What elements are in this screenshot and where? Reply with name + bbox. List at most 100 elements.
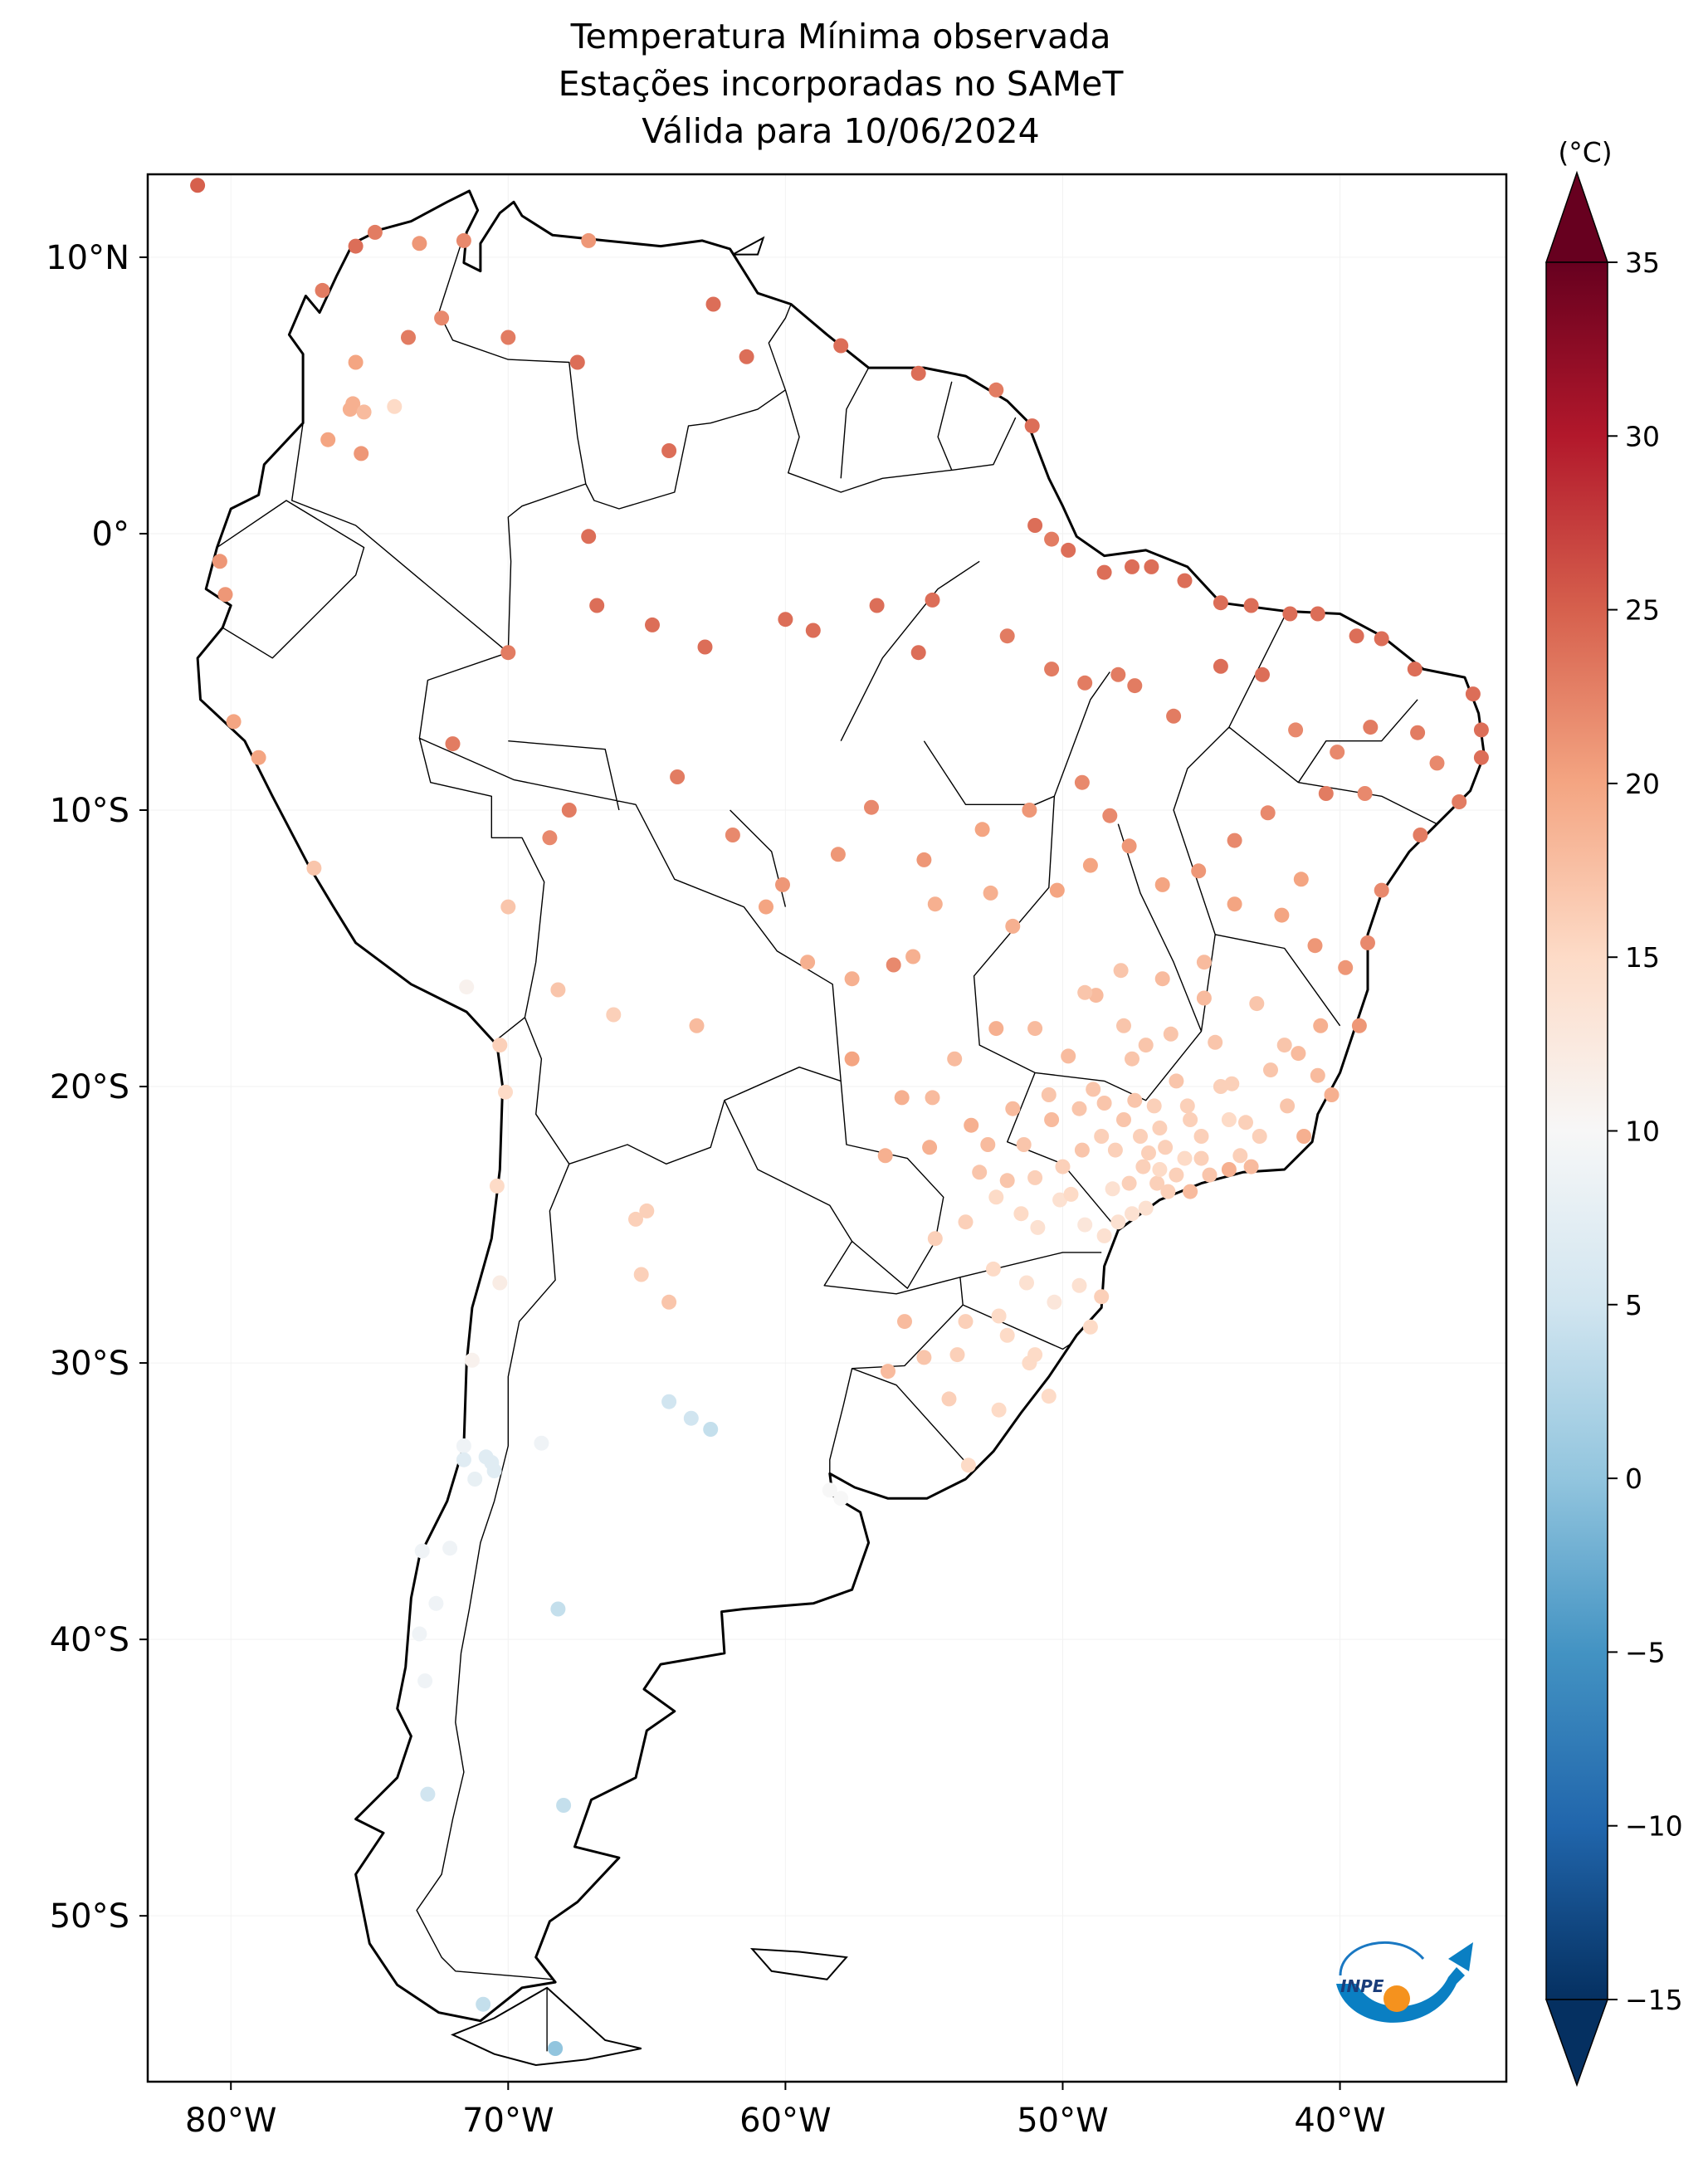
station-point [703, 1422, 719, 1437]
station-point [542, 830, 558, 846]
station-point [500, 899, 516, 915]
station-point [1177, 1150, 1193, 1166]
colorbar-tick-label: −15 [1625, 1984, 1683, 2016]
station-point [916, 1350, 932, 1365]
station-point [606, 1007, 622, 1023]
station-point [1063, 1186, 1079, 1202]
station-point [1160, 1184, 1176, 1199]
station-point [1024, 418, 1040, 434]
station-point [881, 1364, 895, 1379]
colorbar-unit: (°C) [1558, 136, 1612, 168]
station-point [367, 224, 383, 240]
station-point [190, 178, 206, 193]
station-point [964, 1117, 979, 1133]
station-point [991, 1402, 1007, 1418]
colorbar-tick-label: 35 [1625, 247, 1660, 279]
longitude-tick-labels: 80°W 70°W 60°W 50°W 40°W [185, 2082, 1386, 2140]
station-point [833, 1491, 849, 1506]
lon-tick-label: 40°W [1294, 2102, 1385, 2140]
station-point [1044, 531, 1060, 547]
station-point [500, 330, 516, 345]
station-point [1061, 1048, 1076, 1064]
station-point [356, 404, 372, 420]
station-point [739, 349, 754, 364]
station-point [1013, 1206, 1029, 1222]
station-point [947, 1051, 963, 1067]
station-point [869, 598, 885, 613]
station-point [1224, 1076, 1240, 1091]
station-point [492, 1275, 508, 1291]
station-point [1027, 518, 1043, 533]
station-point [1041, 1389, 1057, 1404]
station-point [550, 982, 566, 998]
station-point [1152, 1121, 1168, 1135]
station-point [456, 232, 471, 248]
station-point [1146, 1098, 1162, 1114]
station-point [1133, 1129, 1148, 1144]
station-point [689, 1018, 705, 1033]
colorbar: 35 30 25 20 15 10 5 0 −5 −10 −15 (°C) [1545, 136, 1683, 2088]
lon-tick-label: 70°W [462, 2102, 554, 2140]
station-point [1310, 1067, 1325, 1083]
lat-tick-label: 0° [92, 515, 129, 554]
station-point [1149, 1175, 1165, 1191]
station-point [1213, 658, 1228, 674]
station-point [1318, 786, 1334, 801]
station-point [1310, 606, 1325, 622]
station-point [1374, 882, 1389, 898]
station-point [1116, 1112, 1131, 1127]
station-point [1307, 938, 1323, 954]
station-point [864, 799, 879, 815]
station-point [639, 1203, 655, 1218]
station-point [1177, 573, 1193, 588]
station-point [980, 1137, 996, 1152]
station-point [401, 330, 416, 345]
station-point [999, 1173, 1015, 1189]
station-point [1125, 1051, 1139, 1067]
station-point [251, 750, 266, 765]
station-point [991, 1308, 1007, 1324]
station-point [833, 338, 849, 354]
station-point [910, 365, 926, 381]
station-point [1260, 805, 1276, 821]
station-point [999, 628, 1015, 644]
station-point [1138, 1038, 1154, 1053]
station-point [1202, 1167, 1218, 1183]
station-point [1022, 803, 1037, 818]
station-point [1105, 1181, 1120, 1197]
station-point [348, 238, 364, 254]
station-point [1351, 1018, 1367, 1033]
station-point [556, 1798, 572, 1813]
station-point [985, 1261, 1001, 1277]
station-point [500, 645, 516, 661]
station-point [417, 1673, 433, 1689]
station-point [877, 1148, 893, 1164]
station-point [1429, 755, 1445, 771]
station-point [476, 1996, 491, 2012]
station-point [1041, 1087, 1057, 1102]
station-point [1243, 1159, 1259, 1174]
station-point [697, 639, 713, 655]
station-point [988, 1021, 1004, 1037]
station-point [1349, 628, 1364, 644]
station-point [1183, 1112, 1198, 1127]
station-point [1055, 1159, 1071, 1174]
station-point [633, 1267, 649, 1282]
station-point [949, 1347, 965, 1363]
colorbar-tick-label: 0 [1625, 1463, 1642, 1495]
station-point [315, 282, 330, 298]
station-point [581, 529, 597, 544]
station-point [459, 979, 475, 995]
logo-sun-icon [1383, 1985, 1410, 2012]
station-point [1121, 838, 1137, 854]
station-point [498, 1084, 513, 1100]
station-points [190, 178, 1489, 2056]
station-point [974, 822, 990, 837]
lon-tick-label: 60°W [739, 2102, 831, 2140]
station-point [1324, 1087, 1340, 1102]
station-point [1413, 828, 1428, 842]
colorbar-tick-label: 15 [1625, 941, 1660, 974]
station-point [1169, 1073, 1184, 1089]
station-point [1288, 722, 1304, 738]
station-point [1154, 971, 1170, 987]
